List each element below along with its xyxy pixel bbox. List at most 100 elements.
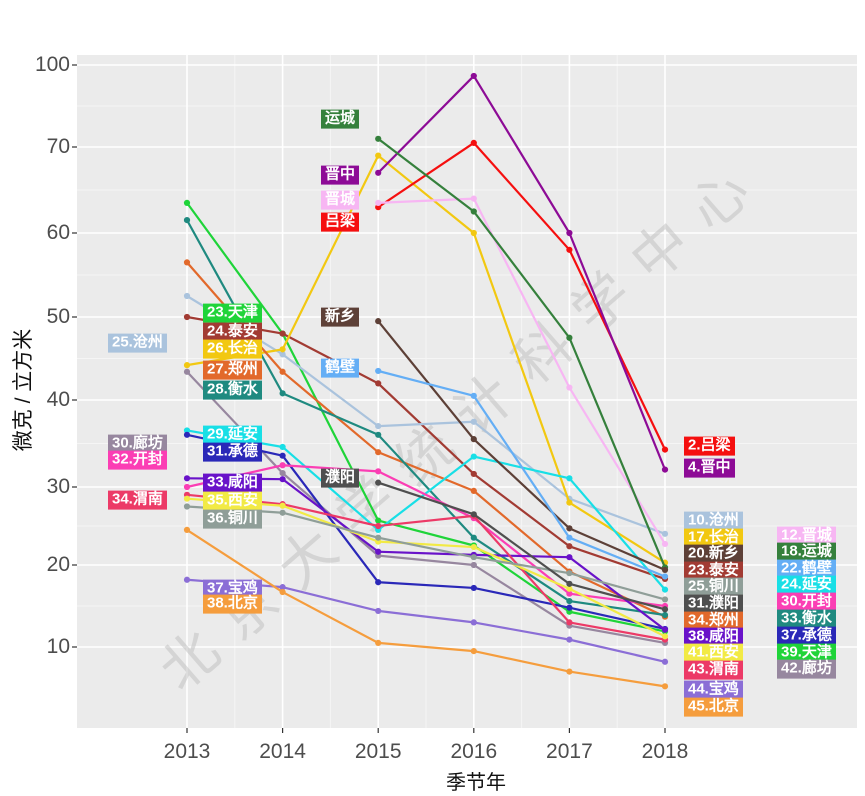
series-point-晋城: [661, 540, 669, 548]
series-point-渭南: [566, 619, 573, 626]
series-point-西安: [279, 502, 286, 509]
city-label: 12.晋城: [777, 526, 836, 546]
city-label: 鹤壁: [321, 358, 360, 378]
series-point-延安: [470, 453, 477, 460]
y-tick-label: 100: [34, 53, 70, 76]
series-point-郑州: [375, 449, 382, 456]
city-label: 27.郑州: [203, 360, 262, 380]
series-point-廊坊: [279, 469, 286, 477]
series-point-运城: [470, 208, 477, 215]
series-point-铜川: [183, 503, 191, 510]
city-label: 30.廊坊: [108, 434, 167, 454]
series-point-晋中: [661, 466, 669, 473]
y-tick-label: 60: [46, 221, 70, 244]
city-label: 晋中: [321, 165, 360, 185]
city-label: 36.铜川: [203, 509, 262, 529]
city-label: 新乡: [321, 307, 360, 327]
series-point-西安: [661, 633, 669, 640]
city-label: 22.鹤壁: [777, 559, 836, 579]
series-point-鹤壁: [661, 573, 669, 580]
series-point-新乡: [566, 525, 573, 532]
city-label: 17.长治: [684, 528, 743, 548]
series-point-衡水: [661, 611, 669, 619]
series-point-天津: [183, 199, 191, 206]
series-point-咸阳: [183, 475, 191, 482]
series-point-咸阳: [375, 548, 382, 555]
series-line-衡水: [185, 219, 667, 617]
city-label: 晋城: [321, 190, 360, 210]
series-line-渭南: [185, 493, 667, 641]
series-point-北京: [375, 639, 382, 647]
city-label: 18.运城: [777, 542, 836, 562]
series-line-宝鸡: [185, 578, 667, 663]
series-point-新乡: [661, 566, 669, 574]
city-label: 42.廊坊: [777, 659, 836, 679]
series-point-廊坊: [183, 368, 191, 375]
series-point-晋城: [470, 195, 477, 202]
series-point-宝鸡: [470, 619, 477, 626]
city-label: 41.西安: [684, 643, 743, 663]
city-label: 34.郑州: [684, 611, 743, 631]
series-point-沧州: [661, 530, 669, 537]
series-point-延安: [183, 427, 191, 434]
city-label: 30.开封: [777, 592, 836, 612]
series-point-宝鸡: [279, 584, 286, 591]
series-point-开封: [375, 468, 382, 475]
series-point-沧州: [279, 351, 286, 358]
series-point-泰安: [566, 543, 573, 550]
series-point-濮阳: [566, 580, 573, 587]
city-label: 10.沧州: [684, 511, 743, 531]
y-tick-label: 30: [46, 475, 70, 498]
city-label: 25.铜川: [684, 577, 743, 597]
series-point-铜川: [566, 570, 573, 577]
city-label: 23.天津: [203, 303, 262, 323]
series-point-西安: [566, 585, 573, 592]
x-tick-label: 2014: [259, 740, 306, 763]
series-point-宝鸡: [661, 658, 669, 665]
series-point-承德: [470, 584, 477, 592]
series-point-晋中: [566, 229, 573, 237]
series-point-北京: [566, 668, 573, 675]
series-point-鹤壁: [566, 534, 573, 541]
series-line-郑州: [185, 261, 667, 618]
series-line-晋中: [377, 74, 667, 471]
series-point-廊坊: [470, 561, 477, 569]
series-point-承德: [279, 452, 286, 459]
city-label: 26.长治: [203, 339, 262, 359]
series-point-北京: [279, 588, 286, 596]
series-point-晋城: [375, 199, 382, 206]
series-line-廊坊: [185, 370, 667, 645]
series-point-吕梁: [470, 139, 477, 146]
city-label: 24.延安: [777, 575, 836, 595]
x-tick-label: 2017: [546, 740, 593, 763]
series-point-天津: [375, 517, 382, 524]
y-tick-label: 40: [46, 388, 70, 411]
series-line-延安: [185, 429, 667, 591]
series-point-沧州: [183, 292, 191, 300]
series-point-长治: [279, 346, 286, 353]
series-point-衡水: [279, 390, 286, 397]
city-label: 4.晋中: [684, 458, 735, 478]
city-label: 33.咸阳: [203, 473, 262, 493]
series-line-晋城: [377, 197, 667, 546]
city-label: 43.渭南: [684, 660, 743, 680]
x-tick-label: 2016: [450, 740, 498, 763]
series-point-宝鸡: [566, 636, 573, 643]
series-line-天津: [185, 201, 667, 633]
city-label: 2.吕梁: [684, 436, 735, 456]
city-label: 吕梁: [321, 212, 360, 232]
series-point-衡水: [183, 217, 191, 224]
x-tick-label: 2015: [354, 740, 402, 763]
x-tick-label: 2013: [163, 740, 211, 763]
series-line-沧州: [185, 294, 667, 535]
city-label: 34.渭南: [108, 490, 167, 510]
series-point-沧州: [470, 418, 477, 425]
x-tick-label: 2018: [641, 740, 689, 763]
series-point-承德: [183, 431, 191, 438]
series-point-泰安: [279, 330, 286, 337]
series-point-新乡: [375, 318, 382, 325]
series-point-延安: [279, 443, 286, 451]
series-point-开封: [566, 590, 573, 597]
city-label: 运城: [321, 109, 360, 129]
